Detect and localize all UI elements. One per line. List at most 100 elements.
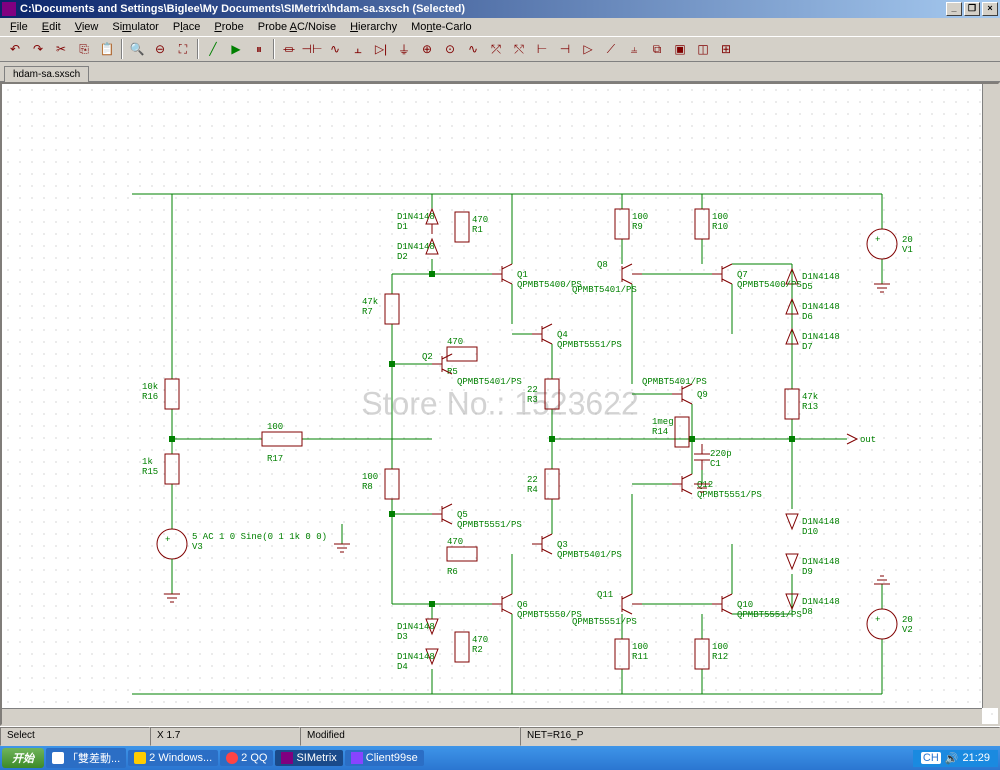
tline-icon[interactable]: ⫨: [623, 38, 645, 60]
svg-text:Q5: Q5: [457, 510, 468, 520]
task-3[interactable]: 2 QQ: [220, 750, 273, 766]
svg-text:QPMBT5551/PS: QPMBT5551/PS: [557, 340, 622, 350]
copy-button[interactable]: ⎘: [73, 38, 95, 60]
status-bar: Select X 1.7 Modified NET=R16_P: [0, 726, 1000, 746]
isource-icon[interactable]: ⊙: [439, 38, 461, 60]
sine-icon[interactable]: ∿: [462, 38, 484, 60]
system-tray[interactable]: CH 🔊 21:29: [913, 750, 998, 767]
tab-schematic[interactable]: hdam-sa.sxsch: [4, 66, 89, 82]
q6: Q6QPMBT5550/PS: [492, 594, 582, 620]
d7: D1N4148D7: [786, 329, 840, 352]
undo-button[interactable]: ↶: [4, 38, 26, 60]
capacitor2-icon[interactable]: ⫠: [347, 38, 369, 60]
task-4[interactable]: SIMetrix: [275, 750, 342, 766]
svg-text:R1: R1: [472, 225, 483, 235]
svg-text:D1N4148: D1N4148: [397, 622, 435, 632]
toolbar: ↶ ↷ ✂ ⎘ 📋 🔍 ⊖ ⛶ ╱ ▶ ⏸ ⏛ ⊣⊢ ∿ ⫠ ▷| ⏚ ⊕ ⊙ …: [0, 36, 1000, 62]
maximize-button[interactable]: ❐: [964, 2, 980, 16]
d2: D1N4148D2: [397, 239, 438, 262]
schematic-canvas[interactable]: Store No.: 1523622: [0, 82, 1000, 726]
c1: 220p C1: [694, 444, 732, 470]
npn-icon[interactable]: ⤱: [485, 38, 507, 60]
svg-text:D1N4148: D1N4148: [397, 212, 435, 222]
switch-icon[interactable]: ⟋: [600, 38, 622, 60]
svg-text:QPMBT5401/PS: QPMBT5401/PS: [557, 550, 622, 560]
svg-text:D4: D4: [397, 662, 408, 672]
svg-text:100: 100: [712, 642, 728, 652]
horizontal-scrollbar[interactable]: [2, 708, 982, 724]
svg-text:R10: R10: [712, 222, 728, 232]
svg-text:D7: D7: [802, 342, 813, 352]
menu-view[interactable]: View: [69, 20, 105, 34]
wire-button[interactable]: ╱: [202, 38, 224, 60]
svg-text:100: 100: [632, 642, 648, 652]
svg-text:R9: R9: [632, 222, 643, 232]
zoom-in-button[interactable]: 🔍: [126, 38, 148, 60]
r3: 22R3: [527, 379, 559, 409]
paste-button[interactable]: 📋: [96, 38, 118, 60]
menu-simulator[interactable]: Simulator: [106, 20, 164, 34]
svg-text:D6: D6: [802, 312, 813, 322]
ground-icon[interactable]: ⏚: [393, 38, 415, 60]
svg-text:470: 470: [447, 337, 463, 347]
q12: Q12QPMBT5551/PS: [672, 474, 762, 500]
lang-indicator[interactable]: CH: [921, 752, 941, 764]
diode-icon[interactable]: ▷|: [370, 38, 392, 60]
part1-icon[interactable]: ▣: [669, 38, 691, 60]
r15: 1kR15: [142, 454, 179, 484]
task-1[interactable]: 「雙差動...: [46, 748, 126, 768]
run-button[interactable]: ▶: [225, 38, 247, 60]
cut-button[interactable]: ✂: [50, 38, 72, 60]
out-terminal: out: [847, 434, 876, 445]
r1: 470R1: [455, 212, 488, 242]
close-button[interactable]: ×: [982, 2, 998, 16]
v3: +5 AC 1 0 Sine(0 1 1k 0 0)V3: [157, 529, 327, 559]
svg-text:D1N4148: D1N4148: [397, 242, 435, 252]
svg-text:QPMBT5551/PS: QPMBT5551/PS: [697, 490, 762, 500]
task-2[interactable]: 2 Windows...: [128, 750, 218, 766]
v2: +20V2: [867, 609, 913, 639]
svg-text:R17: R17: [267, 454, 283, 464]
resistor-icon[interactable]: ⏛: [278, 38, 300, 60]
menu-hierarchy[interactable]: Hierarchy: [344, 20, 403, 34]
pmos-icon[interactable]: ⊣: [554, 38, 576, 60]
vertical-scrollbar[interactable]: [982, 84, 998, 708]
menu-probe[interactable]: Probe: [208, 20, 249, 34]
status-select: Select: [0, 727, 150, 746]
svg-text:+: +: [875, 615, 880, 625]
task-5[interactable]: Client99se: [345, 750, 424, 766]
menu-place[interactable]: Place: [167, 20, 207, 34]
minimize-button[interactable]: _: [946, 2, 962, 16]
q11: Q11QPMBT5551/PS: [572, 590, 642, 627]
inductor-icon[interactable]: ∿: [324, 38, 346, 60]
svg-text:V3: V3: [192, 542, 203, 552]
xfmr-icon[interactable]: ⧉: [646, 38, 668, 60]
svg-text:D1N4148: D1N4148: [802, 557, 840, 567]
opamp-icon[interactable]: ▷: [577, 38, 599, 60]
svg-text:1meg: 1meg: [652, 417, 674, 427]
menu-file[interactable]: File: [4, 20, 34, 34]
gnd-v3: [164, 559, 180, 602]
vsource-icon[interactable]: ⊕: [416, 38, 438, 60]
pause-button[interactable]: ⏸: [248, 38, 270, 60]
menu-probe-ac[interactable]: Probe AC/Noise: [252, 20, 342, 34]
redo-button[interactable]: ↷: [27, 38, 49, 60]
svg-text:D5: D5: [802, 282, 813, 292]
part3-icon[interactable]: ⊞: [715, 38, 737, 60]
menu-monte-carlo[interactable]: Monte-Carlo: [405, 20, 478, 34]
q4: Q4QPMBT5551/PS: [532, 324, 622, 350]
nmos-icon[interactable]: ⊢: [531, 38, 553, 60]
status-x: X 1.7: [150, 727, 300, 746]
pnp-icon[interactable]: ⤲: [508, 38, 530, 60]
start-button[interactable]: 开始: [2, 748, 44, 768]
r9: 100R9: [615, 209, 648, 239]
zoom-fit-button[interactable]: ⛶: [172, 38, 194, 60]
capacitor-icon[interactable]: ⊣⊢: [301, 38, 323, 60]
r5: 470R5: [447, 337, 477, 377]
q1: Q1QPMBT5400/PS: [492, 264, 582, 290]
part2-icon[interactable]: ◫: [692, 38, 714, 60]
svg-text:D1N4148: D1N4148: [802, 597, 840, 607]
r4: 22R4: [527, 469, 559, 499]
menu-edit[interactable]: Edit: [36, 20, 67, 34]
zoom-out-button[interactable]: ⊖: [149, 38, 171, 60]
